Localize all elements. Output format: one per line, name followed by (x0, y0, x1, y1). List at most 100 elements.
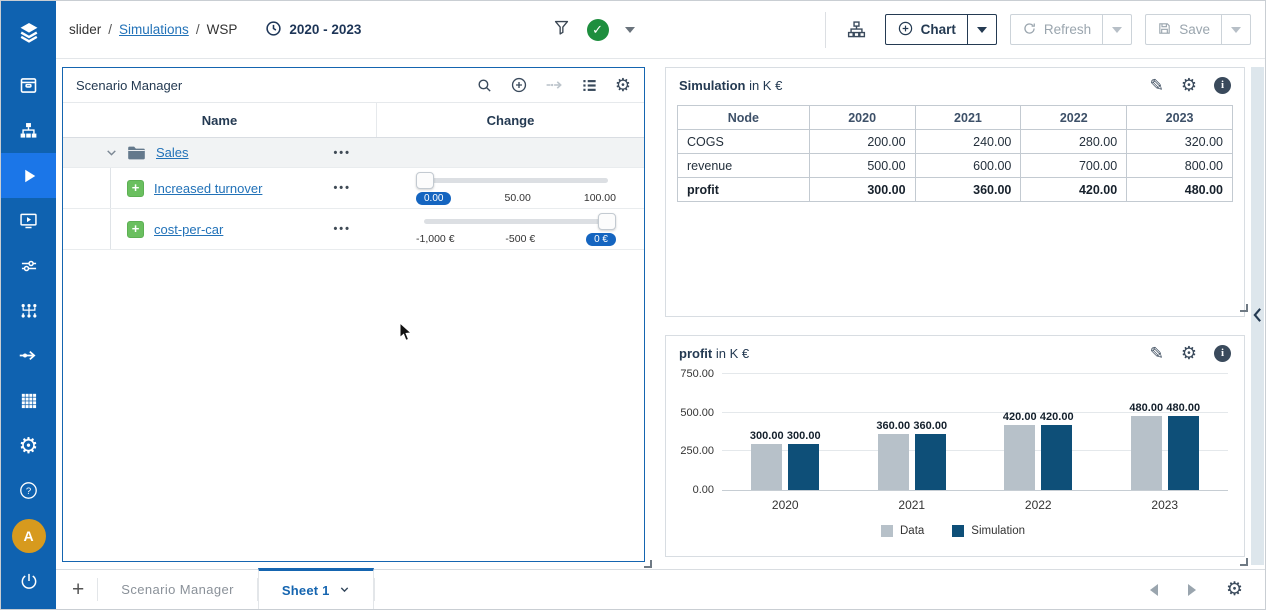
cell-value: 480.00 (1126, 177, 1233, 202)
bar-group-2021: 360.00 360.00 (849, 374, 976, 490)
sheet-settings-icon[interactable]: ⚙ (1225, 579, 1243, 600)
collapse-panel-icon[interactable] (1252, 307, 1263, 328)
row-menu-icon[interactable]: ••• (333, 146, 351, 159)
cell-value: 500.00 (808, 153, 916, 178)
prev-sheet-icon[interactable] (1149, 583, 1158, 596)
chevron-down-icon[interactable] (105, 146, 118, 159)
bar-data-2023: 480.00 (1129, 402, 1163, 490)
add-scenario-icon[interactable] (510, 76, 528, 94)
svg-text:?: ? (26, 486, 31, 497)
info-icon[interactable]: i (1214, 76, 1231, 94)
simulation-panel-title: Simulation in K € (679, 77, 783, 93)
table-header-2023: 2023 (1126, 105, 1233, 130)
breadcrumb-separator: / (195, 22, 200, 37)
node-link[interactable]: cost-per-car (154, 221, 224, 237)
node-tree-icon[interactable] (1, 288, 56, 333)
help-icon[interactable]: ? (1, 468, 56, 513)
legend-item-data: Data (881, 525, 924, 537)
power-icon[interactable] (1, 558, 56, 603)
edit-icon[interactable]: ✎ (1149, 343, 1164, 363)
inbox-icon[interactable] (1, 63, 56, 108)
node-link[interactable]: Increased turnover (154, 180, 263, 196)
add-node-icon[interactable]: + (127, 179, 144, 197)
next-sheet-icon[interactable] (1187, 583, 1196, 596)
presentation-play-icon[interactable] (1, 198, 56, 243)
time-range-label: 2020 - 2023 (289, 22, 362, 37)
save-button[interactable]: Save (1145, 14, 1251, 45)
chart-button-dropdown[interactable] (966, 15, 996, 44)
list-view-icon[interactable] (581, 78, 598, 93)
logo-layers-icon[interactable] (1, 9, 56, 57)
plus-circle-icon (897, 20, 914, 40)
profit-panel-header: profit in K € ✎ ⚙ i (666, 336, 1244, 370)
bar-data-2021: 360.00 (876, 420, 910, 490)
resize-handle[interactable] (1240, 304, 1248, 312)
legend-label: Data (900, 525, 925, 537)
bar-simulation-2020: 300.00 (787, 430, 821, 490)
add-node-icon[interactable]: + (127, 220, 144, 238)
simulation-table: Node 2020 2021 2022 2023 COGS 200.00 240.00 280.… (677, 105, 1233, 202)
bar-data-2020: 300.00 (750, 430, 784, 490)
widget-settings-icon[interactable]: ⚙ (1180, 343, 1197, 363)
add-sheet-button[interactable]: + (72, 578, 85, 601)
simulation-panel-header: Simulation in K € ✎ ⚙ i (666, 68, 1244, 102)
row-menu-icon[interactable]: ••• (333, 182, 351, 194)
slider-handle[interactable] (598, 212, 616, 230)
chart-button[interactable]: Chart (884, 14, 997, 45)
chart-legend: Data Simulation (678, 525, 1228, 537)
topbar: slider / Simulations / WSP 2020 - 2023 ✓ (56, 1, 1265, 59)
save-button-dropdown[interactable] (1220, 15, 1250, 44)
table-header-2020: 2020 (808, 105, 916, 130)
scenario-settings-icon[interactable]: ⚙ (614, 75, 631, 95)
sliders-icon[interactable] (1, 243, 56, 288)
chevron-down-icon[interactable] (339, 583, 350, 598)
slider-track[interactable] (424, 177, 608, 183)
status-caret-icon[interactable] (624, 26, 635, 33)
time-range-selector[interactable]: 2020 - 2023 (265, 20, 361, 40)
slider-track[interactable] (424, 218, 608, 224)
bar-data-2022: 420.00 (1003, 411, 1037, 490)
resize-handle[interactable] (1240, 558, 1248, 566)
refresh-icon (1022, 21, 1037, 39)
profit-panel-title: profit in K € (679, 345, 750, 361)
cell-value: 300.00 (808, 177, 916, 202)
sheet-tab-scenario-manager[interactable]: Scenario Manager (98, 570, 257, 609)
node-link[interactable]: Sales (156, 145, 189, 160)
bar-value-label: 360.00 (876, 420, 911, 433)
play-icon[interactable] (1, 153, 56, 198)
model-tree-icon[interactable] (846, 19, 867, 40)
grid-icon[interactable] (1, 378, 56, 423)
chart-plot-area: 0.00 250.00 500.00 750.00 300.00 300.00 360.00… (680, 368, 1228, 496)
indent-guide (110, 209, 111, 249)
column-header-change: Change (486, 112, 535, 128)
refresh-button[interactable]: Refresh (1009, 14, 1133, 45)
flow-arrow-icon[interactable] (1, 333, 56, 378)
cell-value: 240.00 (914, 129, 1022, 154)
sheet-tab-sheet-1[interactable]: Sheet 1 (257, 568, 374, 609)
slider-value-badge: 0.00 (416, 191, 452, 205)
table-header-2021: 2021 (914, 105, 1022, 130)
refresh-button-dropdown[interactable] (1102, 15, 1131, 44)
chart-category-axis: 2020 2021 2022 2023 (722, 498, 1228, 512)
search-icon[interactable] (476, 77, 493, 94)
y-axis-tick-label: 250.00 (680, 445, 714, 458)
status-ok-icon[interactable]: ✓ (586, 18, 609, 41)
user-avatar[interactable]: A (1, 513, 56, 558)
filter-icon[interactable] (552, 18, 571, 42)
column-header-name: Name (63, 103, 377, 137)
cell-node-name: revenue (677, 153, 810, 178)
slider-handle[interactable] (416, 171, 434, 189)
hierarchy-icon[interactable] (1, 108, 56, 153)
edit-icon[interactable]: ✎ (1149, 75, 1164, 95)
info-icon[interactable]: i (1214, 344, 1231, 362)
right-scrollbar[interactable] (1251, 67, 1264, 565)
tree-row-increased-turnover: + Increased turnover ••• 0.00 50.00 100.00 (63, 168, 644, 209)
scenario-manager-panel: Scenario Manager (62, 67, 645, 562)
row-menu-icon[interactable]: ••• (333, 223, 351, 235)
widget-settings-icon[interactable]: ⚙ (1180, 75, 1197, 95)
settings-gear-icon[interactable]: ⚙ (18, 432, 39, 458)
resize-handle[interactable] (644, 560, 652, 568)
tab-separator (97, 578, 99, 601)
breadcrumb-link-simulations[interactable]: Simulations (119, 22, 189, 37)
cell-value: 320.00 (1126, 129, 1233, 154)
